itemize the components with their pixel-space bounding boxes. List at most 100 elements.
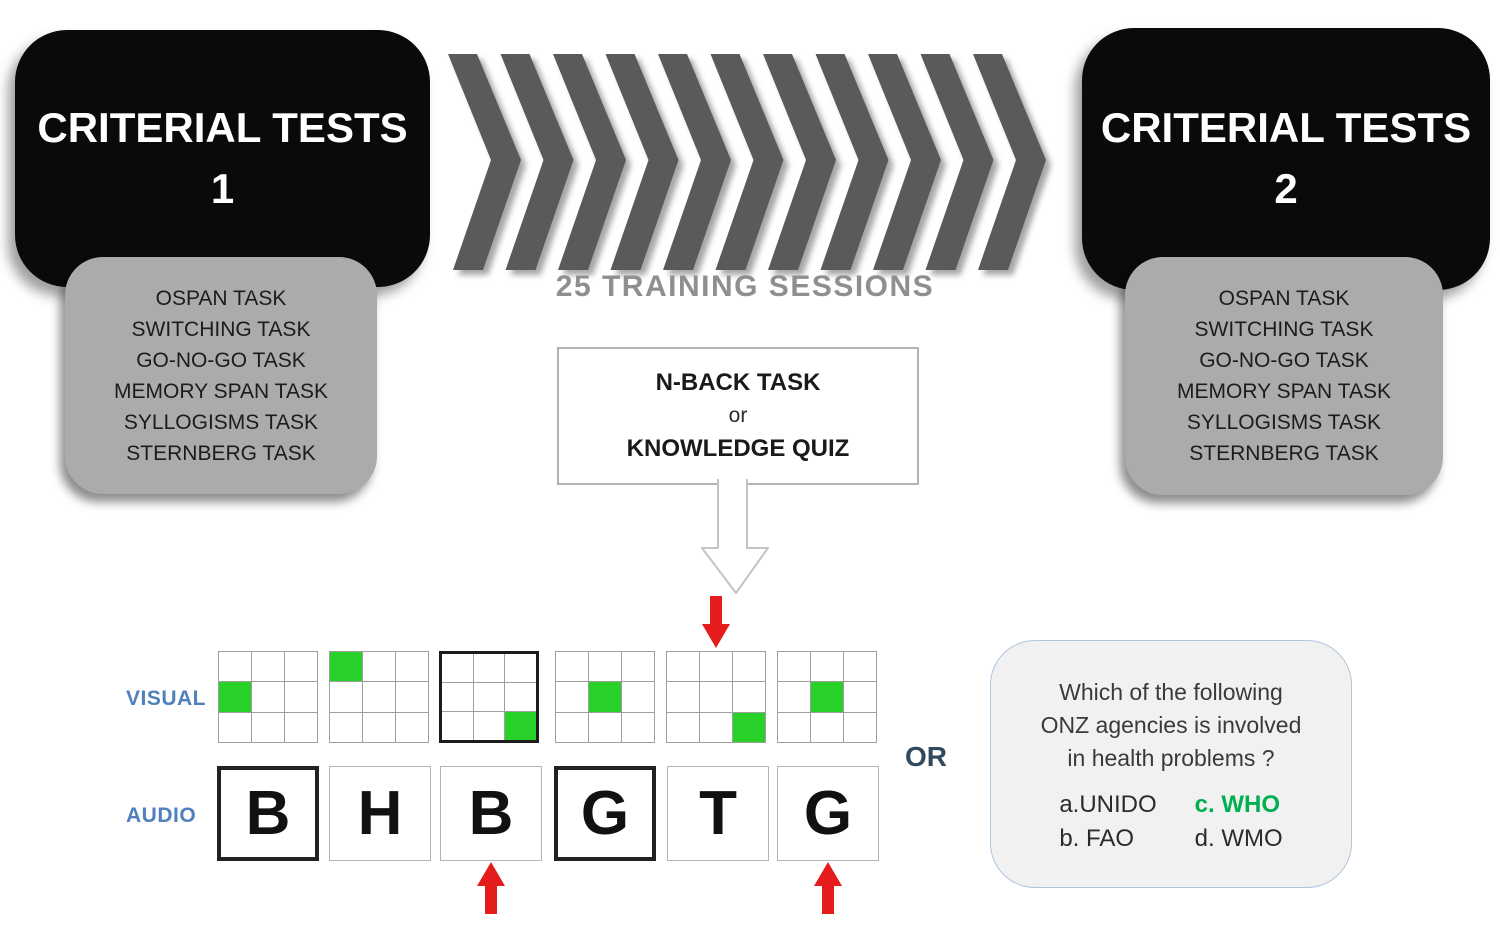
audio-letter-1: B (217, 766, 319, 861)
green-cell (505, 712, 536, 740)
task-item: STERNBERG TASK (1189, 442, 1379, 465)
task-item: OSPAN TASK (1218, 287, 1350, 310)
quiz-question: Which of the following ONZ agencies is in… (1041, 676, 1302, 775)
quiz-question-line: ONZ agencies is involved (1040, 711, 1302, 738)
task-item: GO-NO-GO TASK (136, 348, 306, 372)
grid-cell (330, 712, 362, 742)
grid-cell (778, 712, 810, 742)
grid-cell (505, 683, 536, 711)
grid-cell (442, 654, 473, 682)
quiz-demo-box: Which of the following ONZ agencies is in… (990, 640, 1352, 888)
audio-row-label: AUDIO (126, 804, 197, 827)
visual-grid-5 (666, 651, 766, 743)
chevron-stripe-icon (710, 54, 784, 270)
grid-cell (667, 712, 699, 742)
grid-cell (811, 652, 843, 682)
posttest-number: 2 (1274, 165, 1298, 212)
grid-cell (733, 682, 765, 712)
choice-option-nback: N-BACK TASK (655, 369, 821, 396)
grid-cell (589, 712, 621, 742)
training-sessions-label: 25 TRAINING SESSIONS (555, 270, 935, 303)
green-cell (733, 712, 765, 742)
grid-cell (700, 682, 732, 712)
choice-option-quiz: KNOWLEDGE QUIZ (626, 435, 850, 462)
posttest-title: CRITERIAL TESTS (1100, 104, 1472, 152)
quiz-answers: a.UNIDO b. FAO c. WHO d. WMO (1059, 791, 1282, 853)
grid-cell (589, 652, 621, 682)
grid-cell (667, 682, 699, 712)
grid-cell (363, 652, 395, 682)
chevron-stripe-icon (500, 54, 574, 270)
red-marker-arrow-down-icon (702, 596, 730, 648)
grid-cell (556, 652, 588, 682)
or-label: OR (905, 741, 947, 772)
grid-cell (285, 712, 317, 742)
task-choice-box: N-BACK TASK or KNOWLEDGE QUIZ (557, 347, 919, 485)
task-item: MEMORY SPAN TASK (1177, 380, 1391, 403)
quiz-answer: d. WMO (1194, 824, 1283, 852)
visual-grid-2 (329, 651, 429, 743)
chevron-stripe-icon (553, 54, 626, 270)
grid-cell (252, 682, 284, 712)
green-cell (330, 652, 362, 682)
task-item: GO-NO-GO TASK (1199, 349, 1369, 372)
grid-cell (778, 652, 810, 682)
grid-cell (396, 652, 428, 682)
grid-cell (622, 682, 654, 712)
audio-letter-4: G (554, 766, 656, 861)
quiz-question-line: in health problems ? (1067, 744, 1275, 771)
grid-cell (363, 682, 395, 712)
grid-cell (396, 682, 428, 712)
task-item: SWITCHING TASK (1194, 318, 1374, 341)
chevron-stripe-icon (658, 54, 731, 270)
task-item: SYLLOGISMS TASK (1186, 411, 1382, 434)
chevron-stripe-icon (448, 54, 521, 270)
grid-cell (285, 682, 317, 712)
audio-letter-6: G (777, 766, 879, 861)
chevron-stripe-icon (973, 54, 1046, 270)
grid-cell (330, 682, 362, 712)
posttest-box: CRITERIAL TESTS 2 (1082, 28, 1490, 290)
grid-cell (622, 712, 654, 742)
green-cell (589, 682, 621, 712)
posttest-task-list: OSPAN TASK SWITCHING TASK GO-NO-GO TASK MEM… (1125, 257, 1443, 495)
red-marker-arrow-up-icon (814, 862, 842, 914)
pretest-number: 1 (210, 164, 235, 212)
grid-cell (844, 652, 876, 682)
grid-cell (285, 652, 317, 682)
task-item: STERNBERG TASK (126, 441, 316, 465)
quiz-answer: c. WHO (1194, 790, 1281, 818)
chevron-stripe-icon (815, 54, 889, 270)
visual-grid-3 (439, 651, 539, 743)
task-item: OSPAN TASK (155, 286, 287, 310)
training-chevrons-icon (448, 54, 1046, 270)
grid-cell (844, 682, 876, 712)
quiz-answer: a.UNIDO (1059, 790, 1157, 818)
grid-cell (252, 712, 284, 742)
task-item: SYLLOGISMS TASK (123, 410, 319, 434)
grid-cell (363, 712, 395, 742)
pretest-box: CRITERIAL TESTS 1 (15, 30, 430, 287)
chevron-stripe-icon (920, 54, 994, 270)
grid-cell (252, 652, 284, 682)
grid-cell (622, 652, 654, 682)
pretest-task-list: OSPAN TASK SWITCHING TASK GO-NO-GO TASK MEM… (65, 257, 377, 494)
grid-cell (219, 652, 251, 682)
audio-letter-3: B (440, 766, 542, 861)
visual-grid-1 (218, 651, 318, 743)
quiz-question-line: Which of the following (1059, 678, 1283, 705)
green-cell (219, 682, 251, 712)
grid-cell (442, 712, 473, 740)
green-cell (811, 682, 843, 712)
grid-cell (396, 712, 428, 742)
visual-grid-6 (777, 651, 877, 743)
grid-cell (473, 654, 505, 682)
grid-cell (700, 652, 732, 682)
grid-cell (811, 712, 843, 742)
grid-cell (733, 652, 765, 682)
task-item: SWITCHING TASK (131, 317, 311, 341)
quiz-answer: b. FAO (1059, 824, 1135, 852)
chevron-stripe-icon (868, 54, 941, 270)
chevron-stripe-icon (605, 54, 679, 270)
